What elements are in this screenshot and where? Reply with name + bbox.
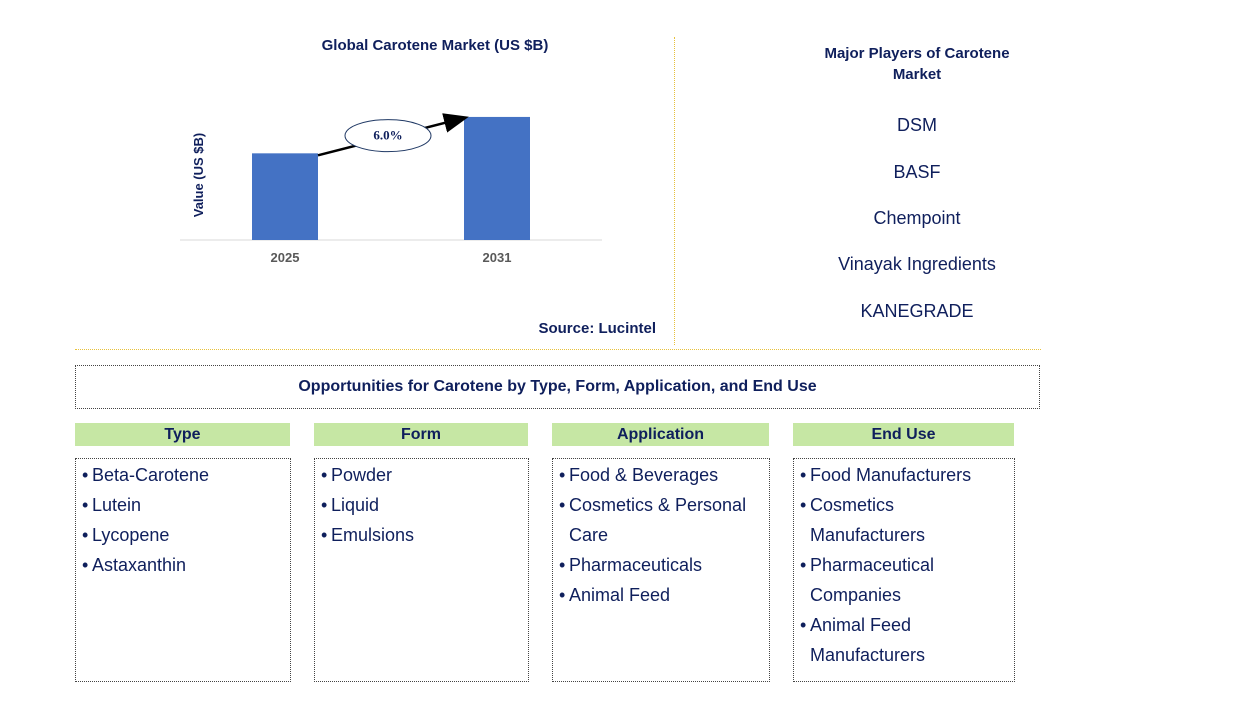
x-tick-label-2025: 2025 xyxy=(271,250,300,265)
segment-list-type: Beta-Carotene Lutein Lycopene Astaxanthi… xyxy=(75,458,291,682)
cagr-ellipse xyxy=(344,119,432,153)
list-item: Lycopene xyxy=(80,520,286,550)
segment-header-application: Application xyxy=(552,423,769,446)
segment-header-end-use: End Use xyxy=(793,423,1014,446)
list-item: Lutein xyxy=(80,490,286,520)
bar-chart: Value (US $B) 2025 2031 6.0% xyxy=(180,113,602,265)
player-item: BASF xyxy=(893,162,941,182)
x-tick-label-2031: 2031 xyxy=(483,250,512,265)
player-item: Vinayak Ingredients xyxy=(838,254,996,274)
vertical-divider xyxy=(674,37,675,345)
players-title: Major Players of Carotene Market xyxy=(824,45,1010,83)
player-item: DSM xyxy=(897,115,937,135)
list-item: Emulsions xyxy=(319,520,524,550)
chart-title: Global Carotene Market (US $B) xyxy=(321,37,549,54)
cagr-label: 6.0% xyxy=(373,128,402,143)
list-item: Food & Beverages xyxy=(557,460,765,490)
list-item: Beta-Carotene xyxy=(80,460,286,490)
segment-list-end-use: Food Manufacturers Cosmetics Manufacture… xyxy=(793,458,1015,682)
list-item: Cosmetics Manufacturers xyxy=(798,490,1010,550)
bar-2025 xyxy=(252,153,318,240)
player-item: KANEGRADE xyxy=(860,301,974,321)
list-item: Powder xyxy=(319,460,524,490)
segment-header-type: Type xyxy=(75,423,290,446)
horizontal-divider xyxy=(75,349,1041,350)
list-item: Cosmetics & Personal Care xyxy=(557,490,765,550)
segment-list-form: Powder Liquid Emulsions xyxy=(314,458,529,682)
y-axis-label: Value (US $B) xyxy=(191,133,206,218)
player-item: Chempoint xyxy=(873,208,961,228)
opportunities-title: Opportunities for Carotene by Type, Form… xyxy=(75,365,1040,409)
bar-2031 xyxy=(464,116,530,240)
list-item: Liquid xyxy=(319,490,524,520)
list-item: Animal Feed xyxy=(557,580,765,610)
segment-header-form: Form xyxy=(314,423,528,446)
list-item: Pharmaceutical Companies xyxy=(798,550,1010,610)
list-item: Astaxanthin xyxy=(80,550,286,580)
list-item: Animal Feed Manufacturers xyxy=(798,610,1010,670)
source-label: Source: Lucintel xyxy=(538,320,656,337)
list-item: Food Manufacturers xyxy=(798,460,1010,490)
list-item: Pharmaceuticals xyxy=(557,550,765,580)
segment-list-application: Food & Beverages Cosmetics & Personal Ca… xyxy=(552,458,770,682)
